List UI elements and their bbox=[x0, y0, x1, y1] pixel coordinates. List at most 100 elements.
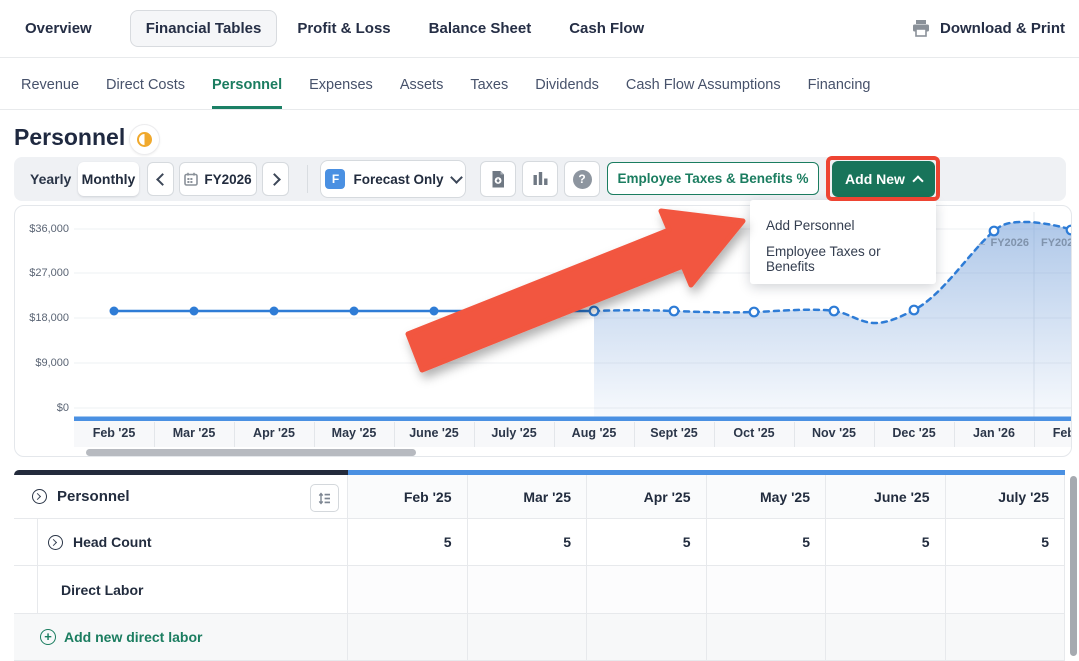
nav-profit-loss[interactable]: Profit & Loss bbox=[297, 20, 391, 37]
fy2027-label: FY2027 bbox=[1041, 237, 1071, 249]
document-download-icon bbox=[492, 170, 504, 187]
table-row-direct-labor: Direct Labor bbox=[14, 566, 1065, 614]
table-accent-blue bbox=[348, 470, 1065, 475]
y-tick: $18,000 bbox=[29, 312, 69, 324]
tab-dividends[interactable]: Dividends bbox=[535, 77, 599, 93]
personnel-table: Personnel Feb '25 Mar '25 Apr '25 May '2… bbox=[14, 470, 1065, 661]
next-period-button[interactable] bbox=[262, 162, 289, 196]
chart-month-axis bbox=[74, 421, 1071, 447]
yearly-toggle[interactable]: Yearly bbox=[30, 171, 72, 187]
export-document-button[interactable] bbox=[480, 161, 516, 197]
table-header-row: Personnel Feb '25 Mar '25 Apr '25 May '2… bbox=[14, 475, 1065, 519]
prev-period-button[interactable] bbox=[147, 162, 174, 196]
chevron-up-icon bbox=[912, 175, 924, 187]
add-direct-labor-button[interactable]: + Add new direct labor bbox=[14, 614, 348, 661]
tab-expenses[interactable]: Expenses bbox=[309, 77, 373, 93]
head-count-cell[interactable]: 5 bbox=[826, 519, 946, 566]
help-button[interactable]: ? bbox=[564, 161, 600, 197]
direct-labor-cell[interactable] bbox=[348, 566, 468, 614]
toolbar-divider bbox=[307, 165, 308, 193]
month-label: Dec '25 bbox=[892, 426, 936, 440]
month-label: Oct '25 bbox=[733, 426, 775, 440]
direct-labor-cell[interactable] bbox=[467, 566, 587, 614]
row-label: Head Count bbox=[73, 534, 152, 550]
tab-assets[interactable]: Assets bbox=[399, 77, 444, 93]
plus-icon: + bbox=[40, 629, 56, 645]
direct-labor-cell[interactable] bbox=[826, 566, 946, 614]
tab-revenue[interactable]: Revenue bbox=[21, 77, 80, 93]
month-label: July '25 bbox=[491, 426, 537, 440]
calendar-icon bbox=[184, 172, 199, 186]
table-title: Personnel bbox=[57, 488, 130, 505]
forecast-badge-icon: F bbox=[325, 169, 346, 189]
nav-cash-flow[interactable]: Cash Flow bbox=[569, 20, 645, 37]
expand-head-count-icon[interactable] bbox=[48, 534, 63, 550]
column-header: Mar '25 bbox=[467, 475, 587, 519]
table-accent-dark bbox=[14, 470, 348, 475]
menu-item-add-personnel[interactable]: Add Personnel bbox=[766, 217, 855, 233]
bar-chart-icon bbox=[533, 172, 547, 185]
question-icon: ? bbox=[572, 169, 592, 189]
arrow-left-icon: ← bbox=[976, 237, 988, 249]
table-vertical-scrollbar[interactable] bbox=[1070, 476, 1077, 656]
head-count-cell[interactable]: 5 bbox=[587, 519, 707, 566]
tab-direct-costs[interactable]: Direct Costs bbox=[106, 77, 186, 93]
download-print-button[interactable]: Download & Print bbox=[912, 20, 1065, 37]
head-count-cell[interactable]: 5 bbox=[706, 519, 826, 566]
month-label: June '25 bbox=[409, 426, 459, 440]
toolbar: Yearly Monthly FY2026 F Forecast Only bbox=[14, 157, 1066, 201]
month-label: Feb '26 bbox=[1052, 426, 1071, 440]
column-header: Feb '25 bbox=[348, 475, 468, 519]
add-new-label: Add New bbox=[845, 171, 905, 187]
head-count-cell[interactable]: 5 bbox=[467, 519, 587, 566]
axis-bar bbox=[74, 416, 1071, 421]
month-label: Nov '25 bbox=[812, 426, 856, 440]
customize-rows-button[interactable] bbox=[310, 484, 339, 512]
menu-item-employee-taxes[interactable]: Employee Taxes or Benefits bbox=[766, 244, 881, 274]
monthly-toggle[interactable]: Monthly bbox=[78, 162, 139, 196]
month-label: Aug '25 bbox=[571, 426, 617, 440]
tab-taxes[interactable]: Taxes bbox=[470, 77, 509, 93]
month-label: May '25 bbox=[331, 426, 377, 440]
y-tick: $27,000 bbox=[29, 267, 69, 279]
table-row-add-new: + Add new direct labor bbox=[14, 614, 1065, 661]
add-new-button[interactable]: Add New bbox=[832, 161, 935, 197]
nav-financial-tables[interactable]: Financial Tables bbox=[129, 10, 278, 47]
progress-badge[interactable] bbox=[129, 124, 160, 155]
tab-financing[interactable]: Financing bbox=[807, 77, 871, 93]
nav-overview[interactable]: Overview bbox=[25, 20, 92, 37]
customize-rows-icon bbox=[318, 492, 330, 504]
forecast-only-dropdown[interactable]: F Forecast Only bbox=[320, 160, 466, 198]
month-label: Jan '26 bbox=[973, 426, 1015, 440]
y-tick: $0 bbox=[56, 402, 69, 414]
collapse-personnel-icon[interactable] bbox=[32, 489, 47, 504]
chevron-down-icon bbox=[449, 171, 463, 184]
chart-horizontal-scrollbar[interactable] bbox=[86, 449, 416, 456]
tab-cash-flow-assumptions[interactable]: Cash Flow Assumptions bbox=[625, 77, 781, 93]
chevron-right-icon bbox=[267, 172, 281, 186]
head-count-cell[interactable]: 5 bbox=[945, 519, 1065, 566]
direct-labor-cell[interactable] bbox=[587, 566, 707, 614]
chart-toggle-button[interactable] bbox=[522, 161, 558, 197]
add-new-dropdown-menu: Add Personnel Employee Taxes or Benefits bbox=[750, 200, 936, 284]
y-tick: $36,000 bbox=[29, 223, 69, 235]
page-title: Personnel bbox=[14, 124, 126, 150]
forecast-label: Forecast Only bbox=[353, 171, 444, 187]
column-header: July '25 bbox=[945, 475, 1065, 519]
period-selector[interactable]: FY2026 bbox=[179, 162, 257, 196]
tab-personnel[interactable]: Personnel bbox=[212, 77, 283, 109]
column-header: May '25 bbox=[706, 475, 826, 519]
column-header: June '25 bbox=[826, 475, 946, 519]
half-circle-icon bbox=[137, 132, 152, 147]
employee-taxes-benefits-button[interactable]: Employee Taxes & Benefits % bbox=[607, 162, 819, 195]
sub-nav: Revenue Direct Costs Personnel Expenses … bbox=[0, 58, 1079, 110]
direct-labor-cell[interactable] bbox=[945, 566, 1065, 614]
printer-icon bbox=[913, 20, 929, 37]
table-row-head-count: Head Count 5 5 5 5 5 5 bbox=[14, 519, 1065, 566]
head-count-cell[interactable]: 5 bbox=[348, 519, 468, 566]
top-nav: Overview Financial Tables Profit & Loss … bbox=[0, 0, 1079, 58]
y-tick: $9,000 bbox=[35, 357, 69, 369]
nav-balance-sheet[interactable]: Balance Sheet bbox=[428, 20, 532, 37]
direct-labor-cell[interactable] bbox=[706, 566, 826, 614]
